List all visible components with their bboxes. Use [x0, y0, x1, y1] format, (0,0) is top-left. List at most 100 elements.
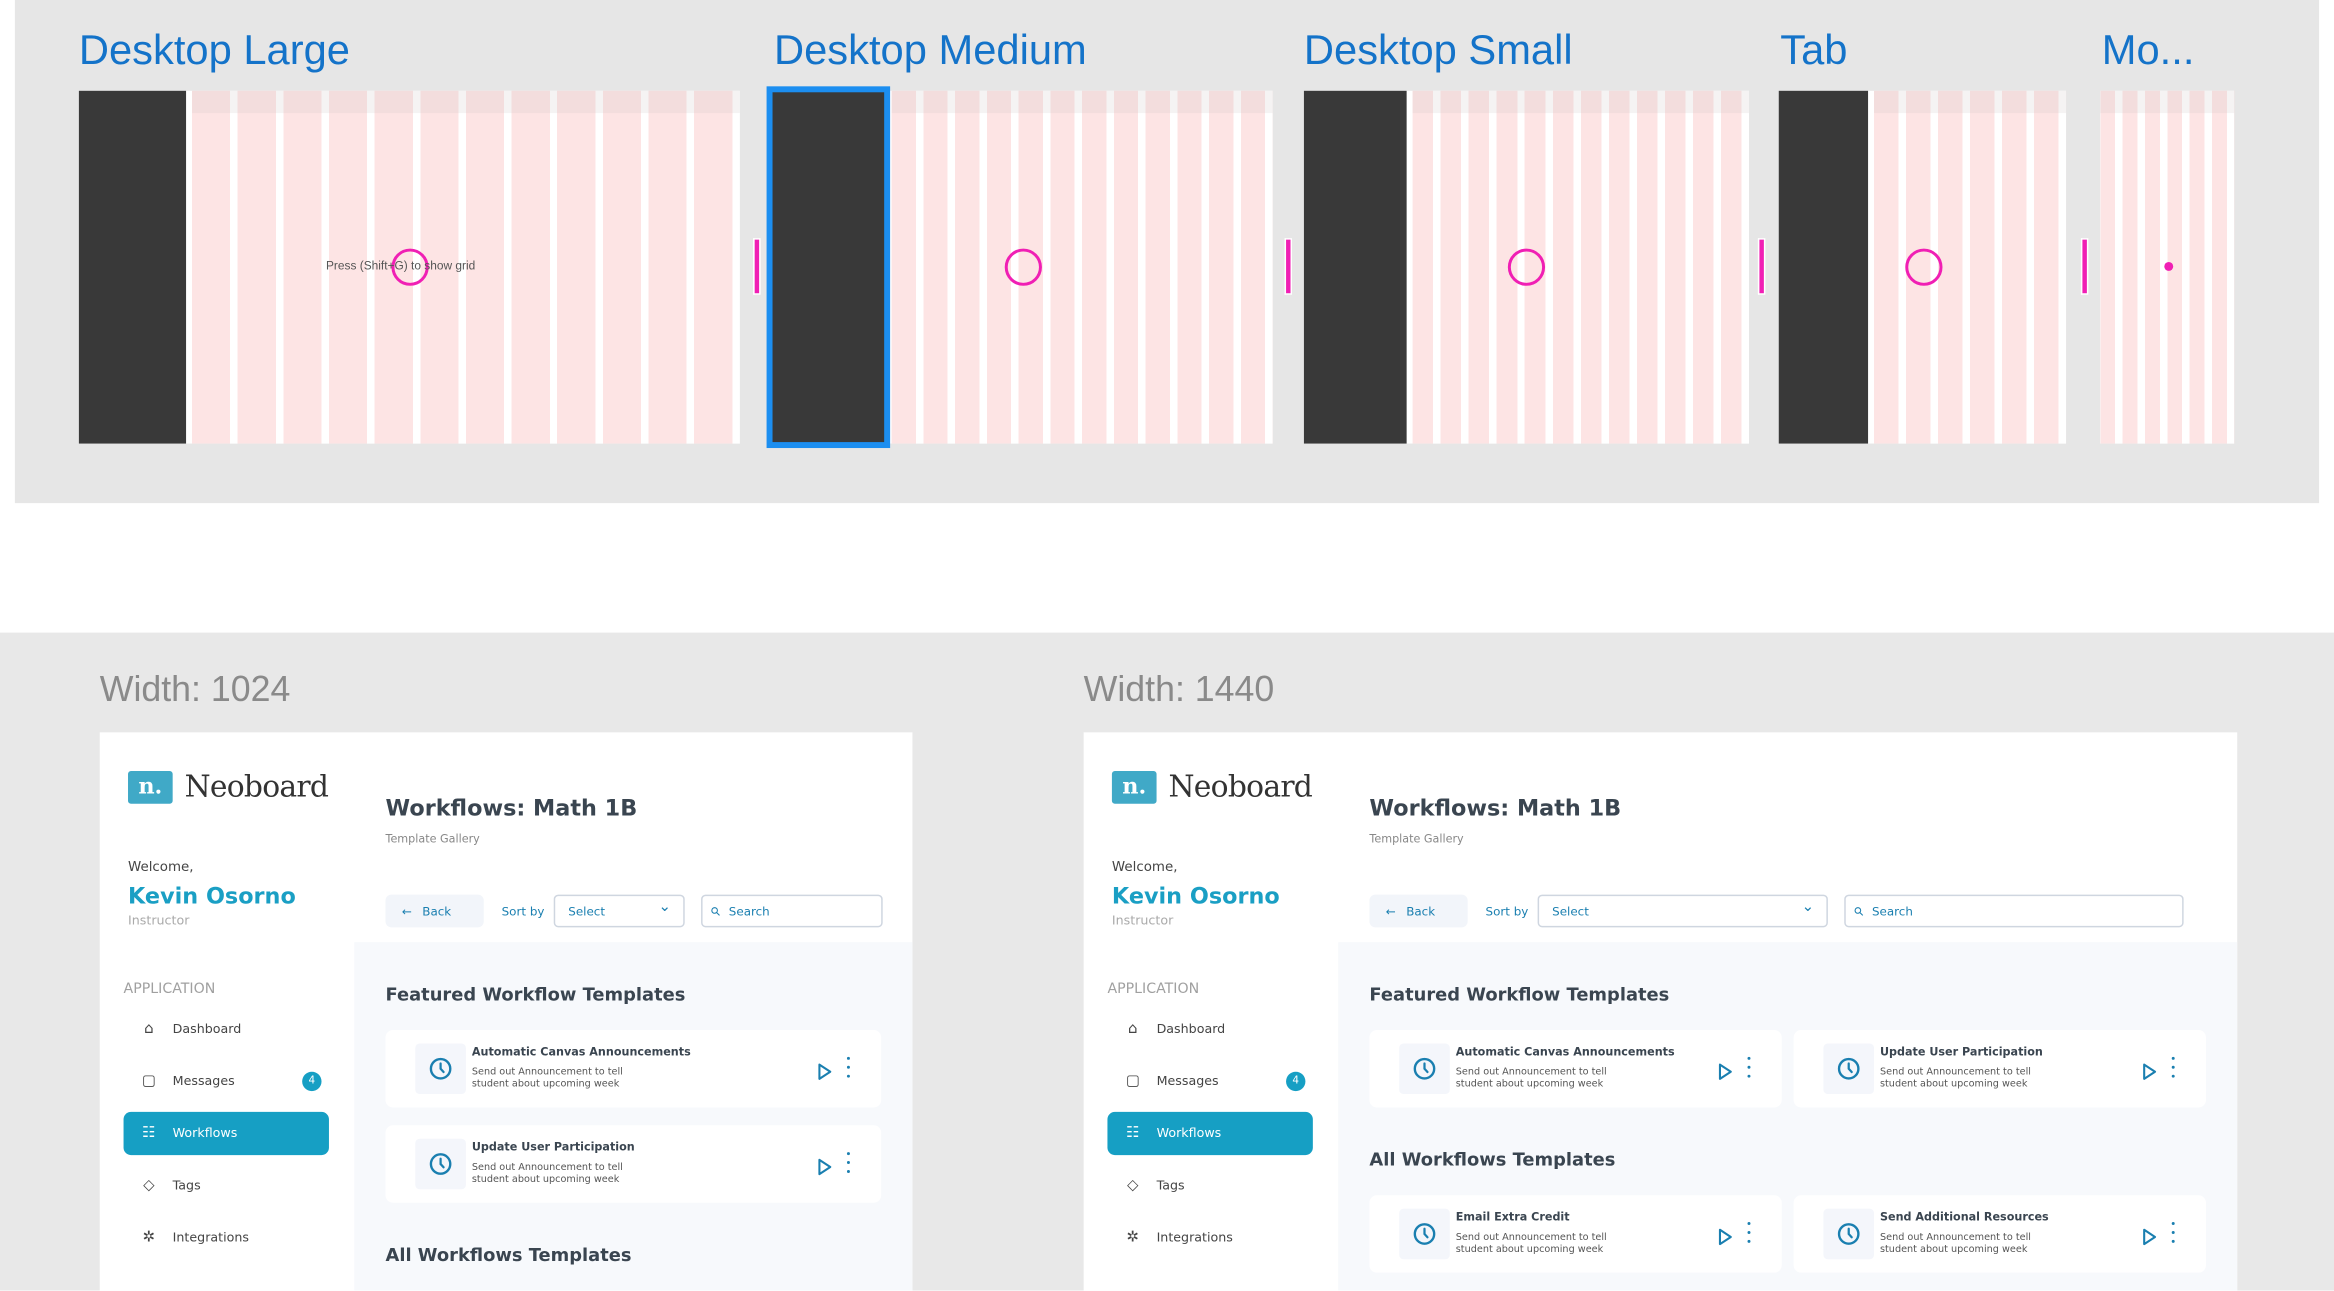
card-description: Send out Announcement to tell student ab… — [1455, 1065, 1607, 1090]
sidebar-item-integrations[interactable]: ✲ Integrations — [124, 1216, 329, 1259]
sidebar-item-label: Integrations — [1156, 1230, 1233, 1246]
sidebar-item-workflows[interactable]: ☷ Workflows — [123, 1111, 329, 1156]
sidebar-item-label: Messages — [1156, 1073, 1219, 1089]
card-description: Send out Announcement to tell student ab… — [471, 1065, 623, 1090]
play-icon[interactable] — [817, 1058, 832, 1086]
frame-title: Tab — [1780, 26, 1848, 73]
card-description: Send out Announcement to tell student ab… — [471, 1161, 623, 1185]
center-marker — [1004, 248, 1042, 286]
logo-icon: n. — [128, 771, 173, 804]
sidebar-item-label: Dashboard — [172, 1021, 242, 1037]
sidebar-item-messages[interactable]: ▢ Messages 4 — [124, 1060, 329, 1103]
tag-icon: ◇ — [1127, 1177, 1139, 1194]
sidebar-item-label: Workflows — [172, 1126, 238, 1141]
center-marker — [391, 248, 429, 286]
sidebar-item-label: Dashboard — [1156, 1021, 1226, 1037]
more-options-icon[interactable] — [845, 1056, 851, 1078]
sidebar-item-workflows[interactable]: ☷ Workflows — [1107, 1111, 1313, 1156]
user-role: Instructor — [128, 913, 190, 929]
toolbar: ← Back Sort by Select ⌄ ⚲ Search — [1369, 894, 2184, 928]
sidebar-placeholder — [1303, 90, 1407, 444]
more-options-icon[interactable] — [1746, 1222, 1752, 1243]
workflow-card[interactable]: Automatic Canvas Announcements Send out A… — [385, 1030, 882, 1108]
play-icon[interactable] — [2142, 1058, 2157, 1086]
workflow-card[interactable]: Update User Participation Send out Announ… — [1793, 1030, 2206, 1108]
frame-desktop-large[interactable] — [78, 90, 740, 444]
sidebar-item-integrations[interactable]: ✲ Integrations — [1107, 1216, 1312, 1259]
sidebar-item-tags[interactable]: ◇ Tags — [1107, 1164, 1312, 1207]
more-options-icon[interactable] — [1746, 1056, 1752, 1078]
play-icon[interactable] — [2142, 1224, 2157, 1252]
integrations-icon: ✲ — [142, 1229, 156, 1246]
header-band — [1874, 90, 2067, 114]
page-subtitle: Template Gallery — [385, 832, 480, 846]
sort-select[interactable]: Select ⌄ — [553, 894, 685, 928]
nav-section-title: APPLICATION — [123, 980, 216, 998]
search-icon: ⚲ — [707, 903, 724, 919]
sidebar-item-tags[interactable]: ◇ Tags — [124, 1164, 329, 1207]
frame-title: Mo... — [2101, 26, 2195, 73]
user-name: Kevin Osorno — [128, 882, 296, 910]
resize-handle[interactable] — [1284, 238, 1293, 295]
card-title: Update User Participation — [1879, 1044, 2043, 1059]
logo-icon: n. — [1111, 771, 1157, 804]
card-list: Automatic Canvas Announcements Send out A… — [1369, 1030, 2206, 1108]
center-marker — [1507, 248, 1546, 286]
workflow-icon: ☷ — [142, 1125, 156, 1142]
sidebar-item-dashboard[interactable]: ⌂ Dashboard — [124, 1008, 329, 1051]
card-description: Send out Announcement to tell student ab… — [1455, 1230, 1607, 1255]
back-label: Back — [1406, 904, 1436, 918]
column-grid — [891, 90, 1273, 444]
toolbar: ← Back Sort by Select ⌄ ⚲ Search — [385, 894, 883, 928]
select-value: Select — [1552, 904, 1589, 918]
center-marker — [1905, 248, 1943, 286]
column-grid — [1412, 90, 1749, 444]
sidebar-placeholder — [78, 90, 187, 444]
workflow-card[interactable]: Email Extra Credit Send out Announcement … — [1369, 1195, 1782, 1273]
sidebar-item-messages[interactable]: ▢ Messages 4 — [1107, 1060, 1312, 1103]
header-band — [192, 90, 740, 114]
workflow-card[interactable]: Automatic Canvas Announcements Send out A… — [1369, 1030, 1782, 1108]
card-description: Send out Announcement to tell student ab… — [1879, 1065, 2031, 1090]
sort-select[interactable]: Select ⌄ — [1537, 894, 1828, 928]
user-role: Instructor — [1111, 913, 1174, 929]
section-heading: Featured Workflow Templates — [1369, 983, 1670, 1005]
search-input[interactable]: ⚲ Search — [700, 894, 883, 928]
header-band — [1412, 90, 1749, 114]
page-title: Workflows: Math 1B — [385, 794, 638, 822]
play-icon[interactable] — [1718, 1224, 1733, 1252]
search-placeholder: Search — [1871, 904, 1913, 918]
welcome-text: Welcome, — [1111, 860, 1178, 876]
back-button[interactable]: ← Back — [1369, 894, 1468, 928]
brand-name: Neoboard — [1168, 768, 1313, 804]
page-subtitle: Template Gallery — [1369, 832, 1464, 846]
sidebar-item-dashboard[interactable]: ⌂ Dashboard — [1107, 1008, 1312, 1051]
chevron-down-icon: ⌄ — [658, 899, 671, 916]
frame-title: Desktop Small — [1303, 26, 1573, 73]
resize-handle[interactable] — [1757, 238, 1766, 295]
play-icon[interactable] — [817, 1154, 832, 1182]
frame-desktop-medium[interactable] — [766, 86, 1273, 449]
workflow-card[interactable]: Update User Participation Send out Announ… — [385, 1125, 882, 1203]
select-value: Select — [568, 904, 606, 918]
more-options-icon[interactable] — [2170, 1056, 2176, 1078]
workflow-card[interactable]: Send Additional Resources Send out Announ… — [1793, 1195, 2206, 1273]
more-options-icon[interactable] — [2170, 1222, 2176, 1243]
sidebar-placeholder — [1778, 90, 1869, 444]
resize-handle[interactable] — [753, 238, 761, 295]
search-input[interactable]: ⚲ Search — [1843, 894, 2184, 928]
column-grid — [192, 90, 740, 444]
templates-area: Featured Workflow Templates Automatic Can… — [1338, 942, 2238, 1291]
sidebar-placeholder — [766, 86, 891, 449]
chevron-down-icon: ⌄ — [1801, 899, 1815, 916]
play-icon[interactable] — [1718, 1058, 1733, 1086]
card-title: Email Extra Credit — [1455, 1210, 1570, 1224]
more-options-icon[interactable] — [845, 1152, 851, 1173]
back-button[interactable]: ← Back — [385, 894, 484, 928]
arrow-left-icon: ← — [401, 904, 412, 918]
card-title: Update User Participation — [471, 1140, 635, 1154]
search-placeholder: Search — [728, 904, 770, 918]
arrow-left-icon: ← — [1385, 904, 1396, 918]
resize-handle[interactable] — [2080, 238, 2089, 295]
